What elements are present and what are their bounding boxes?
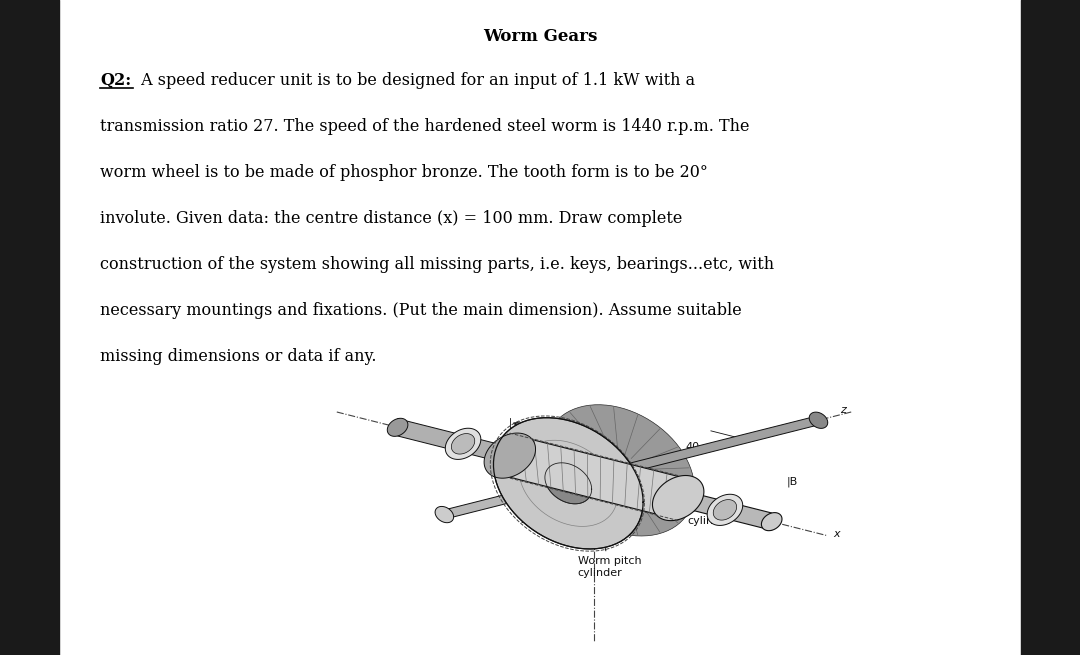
Polygon shape bbox=[652, 476, 704, 521]
Text: Gear pitch
cylinder: Gear pitch cylinder bbox=[643, 504, 745, 527]
Polygon shape bbox=[610, 418, 827, 473]
Polygon shape bbox=[494, 405, 694, 549]
Polygon shape bbox=[484, 433, 536, 478]
Text: |B: |B bbox=[786, 476, 798, 487]
Text: Worm Gears: Worm Gears bbox=[483, 28, 597, 45]
Polygon shape bbox=[435, 481, 578, 517]
Polygon shape bbox=[678, 489, 772, 531]
Polygon shape bbox=[545, 463, 592, 504]
Text: A speed reducer unit is to be designed for an input of 1.1 kW with a: A speed reducer unit is to be designed f… bbox=[136, 72, 696, 89]
Text: Q2:: Q2: bbox=[100, 72, 132, 89]
Polygon shape bbox=[761, 513, 782, 531]
Text: missing dimensions or data if any.: missing dimensions or data if any. bbox=[100, 348, 377, 365]
Polygon shape bbox=[558, 474, 579, 493]
Polygon shape bbox=[388, 419, 408, 436]
Polygon shape bbox=[494, 418, 643, 549]
Polygon shape bbox=[707, 495, 743, 525]
Polygon shape bbox=[445, 428, 481, 459]
Polygon shape bbox=[435, 506, 454, 523]
Polygon shape bbox=[809, 412, 827, 428]
Polygon shape bbox=[510, 434, 678, 519]
Text: construction of the system showing all missing parts, i.e. keys, bearings...etc,: construction of the system showing all m… bbox=[100, 256, 774, 273]
Polygon shape bbox=[451, 434, 475, 454]
Text: A: A bbox=[522, 513, 530, 526]
Polygon shape bbox=[545, 405, 694, 536]
Text: Worm pitch
cylinder: Worm pitch cylinder bbox=[578, 503, 642, 578]
Text: necessary mountings and fixations. (Put the main dimension). Assume suitable: necessary mountings and fixations. (Put … bbox=[100, 302, 742, 319]
Text: involute. Given data: the centre distance (x) = 100 mm. Draw complete: involute. Given data: the centre distanc… bbox=[100, 210, 683, 227]
Text: worm wheel is to be made of phosphor bronze. The tooth form is to be 20°: worm wheel is to be made of phosphor bro… bbox=[100, 164, 707, 181]
Text: 65: 65 bbox=[588, 449, 600, 459]
Text: transmission ratio 27. The speed of the hardened steel worm is 1440 r.p.m. The: transmission ratio 27. The speed of the … bbox=[100, 118, 750, 135]
Polygon shape bbox=[397, 419, 510, 464]
Text: z: z bbox=[840, 405, 846, 415]
Polygon shape bbox=[713, 500, 737, 520]
Text: x: x bbox=[834, 529, 840, 539]
Text: 40: 40 bbox=[685, 442, 699, 453]
